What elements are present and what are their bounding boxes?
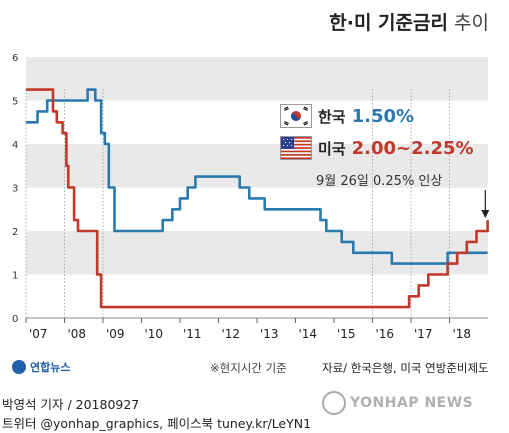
x-tick-label: '10 (145, 327, 164, 341)
yonhap-logo-icon (12, 360, 26, 374)
legend-us-label: 미국 (318, 139, 346, 158)
x-tick-label: '12 (222, 327, 241, 341)
yonhap-watermark: YONHAP NEWS (322, 391, 473, 415)
x-tick-label: '16 (376, 327, 395, 341)
y-tick-label: 5 (12, 97, 18, 108)
y-tick-label: 2 (12, 227, 18, 238)
series-line-korea (26, 88, 488, 265)
series-lines (26, 88, 489, 309)
y-tick-label: 3 (12, 184, 18, 195)
page-title: 한·미 기준금리 추이 (329, 8, 489, 35)
y-axis-ticks: 0 1 2 3 4 5 6 (12, 53, 18, 325)
arrow-head (481, 210, 490, 218)
yonhap-logo: 연합뉴스 (12, 359, 70, 375)
x-tick-label: '07 (29, 327, 48, 341)
byline-social: 트위터 @yonhap_graphics, 페이스북 tuney.kr/LeYN… (2, 416, 312, 431)
y-tick-label: 0 (12, 314, 18, 325)
source-text: 자료/ 한국은행, 미국 연방준비제도 (322, 361, 489, 375)
y-tick-label: 4 (12, 140, 18, 151)
legend-korea-label: 한국 (318, 107, 346, 126)
y-tick-label: 6 (12, 53, 18, 64)
x-tick-label: '11 (183, 327, 202, 341)
legend-us-value: 2.00~2.25% (351, 137, 474, 159)
x-tick-label: '09 (106, 327, 125, 341)
legend-korea: 한국 1.50% (280, 104, 414, 128)
x-axis-ticks: '07 '08 '09 '10 '11 '12 '13 '14 '15 '16 '17 '18 (25, 87, 472, 341)
title-main: 한·미 기준금리 (329, 12, 448, 34)
x-tick-label: '13 (260, 327, 279, 341)
x-tick-label: '15 (337, 327, 356, 341)
title-sub: 추이 (454, 12, 489, 34)
footnote: ※현지시간 기준 (210, 361, 287, 375)
hike-arrow (481, 190, 490, 218)
yonhap-logo-text: 연합뉴스 (30, 361, 71, 374)
y-tick-label: 1 (12, 271, 18, 282)
grid-band (26, 231, 488, 275)
korea-flag-icon (280, 104, 312, 128)
byline: 박영석 기자 / 20180927 (2, 397, 140, 412)
x-tick-label: '17 (414, 327, 433, 341)
x-tick-label: '18 (453, 327, 472, 341)
legend-us: 미국 2.00~2.25% (280, 136, 474, 160)
x-tick-label: '14 (299, 327, 318, 341)
series-line-us (26, 88, 489, 309)
us-flag-icon (280, 136, 312, 160)
hike-note: 9월 26일 0.25% 인상 (316, 174, 443, 189)
legend-korea-value: 1.50% (351, 105, 415, 127)
x-tick-label: '08 (68, 327, 87, 341)
watermark-logo-icon (322, 391, 346, 415)
watermark-text: YONHAP NEWS (350, 395, 474, 411)
grid-bands (26, 57, 488, 319)
